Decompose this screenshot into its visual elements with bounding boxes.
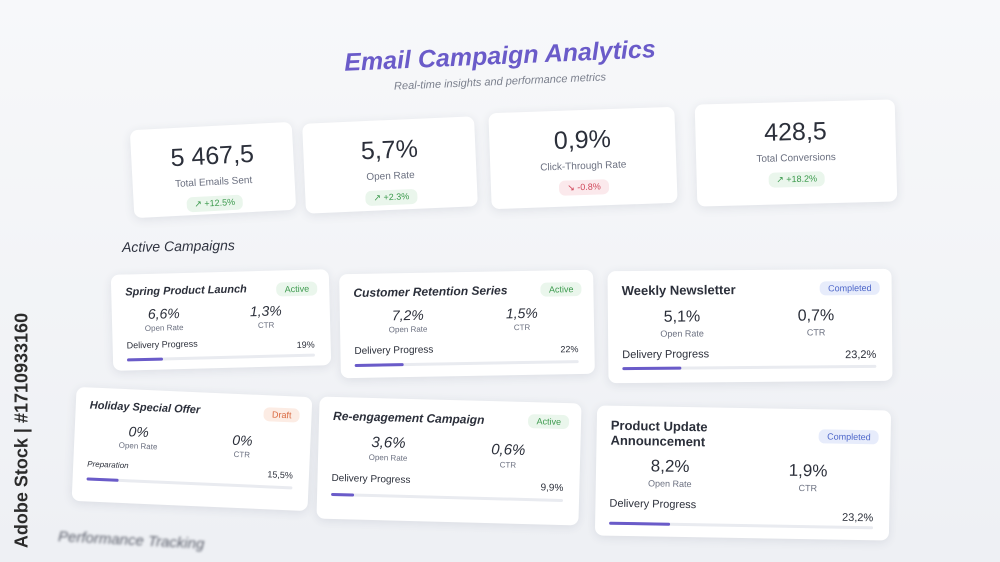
ctr-label: CTR	[499, 460, 517, 470]
progress-track	[354, 360, 579, 367]
progress-value: 23,2%	[845, 348, 877, 362]
progress-value: 22%	[560, 344, 579, 355]
status-badge: Active	[528, 414, 570, 430]
ctr-value: 1,3%	[249, 302, 282, 320]
open-rate-metric: 7,2% Open Rate	[368, 306, 448, 335]
open-rate-label: Open Rate	[118, 440, 158, 452]
ctr-metric: 0,6% CTR	[468, 441, 549, 471]
open-rate-value: 5,1%	[663, 308, 701, 326]
open-rate-label: Open Rate	[144, 322, 184, 333]
progress-fill	[126, 357, 163, 362]
status-badge: Draft	[263, 407, 300, 423]
open-rate-value: 0%	[128, 423, 150, 441]
section-title-performance-tracking: Performance Tracking	[57, 528, 205, 553]
progress-value: 9,9%	[540, 482, 564, 495]
ctr-metric: 0% CTR	[202, 430, 283, 460]
kpi-change-badge: ↘ -0.8%	[559, 179, 610, 196]
progress-track	[331, 492, 564, 502]
ctr-label: CTR	[798, 482, 818, 494]
ctr-value: 0,6%	[490, 441, 526, 459]
progress-label: Delivery Progress	[622, 348, 710, 362]
kpi-change-badge: ↗ +2.3%	[365, 188, 418, 207]
progress-label: Delivery Progress	[354, 344, 434, 357]
kpi-label: Click-Through Rate	[540, 159, 627, 174]
section-title-active-campaigns: Active Campaigns	[121, 237, 235, 255]
campaign-name: Re-engagement Campaign	[332, 408, 485, 427]
campaign-card[interactable]: Customer Retention Series Active 7,2% Op…	[339, 269, 595, 379]
watermark-text: Adobe Stock | #1710933160	[11, 312, 32, 549]
open-rate-label: Open Rate	[647, 478, 692, 490]
open-rate-metric: 6,6% Open Rate	[124, 304, 205, 333]
open-rate-metric: 0% Open Rate	[98, 422, 179, 452]
campaign-card[interactable]: Re-engagement Campaign Active 3,6% Open …	[316, 396, 582, 526]
ctr-label: CTR	[513, 322, 531, 333]
progress-value: 23,2%	[841, 511, 874, 525]
ctr-value: 0,7%	[797, 307, 835, 325]
open-rate-value: 3,6%	[371, 433, 406, 452]
progress-fill	[354, 363, 404, 367]
progress-track	[609, 521, 874, 530]
progress-label: Delivery Progress	[609, 497, 697, 512]
open-rate-value: 7,2%	[391, 306, 424, 324]
progress-value: 15,5%	[267, 469, 294, 481]
campaign-name: Holiday Special Offer	[89, 399, 201, 417]
campaign-name: Product Update Announcement	[610, 417, 708, 450]
kpi-card-open-rate[interactable]: 5,7% Open Rate ↗ +2.3%	[302, 116, 478, 214]
ctr-value: 0%	[231, 431, 253, 449]
ctr-metric: 1,3% CTR	[226, 302, 307, 331]
kpi-card-ctr[interactable]: 0,9% Click-Through Rate ↘ -0.8%	[488, 106, 678, 210]
stock-watermark: Adobe Stock | #1710933160	[2, 313, 42, 550]
open-rate-value: 8,2%	[650, 456, 690, 477]
open-rate-metric: 3,6% Open Rate	[348, 433, 429, 463]
campaign-card[interactable]: Weekly Newsletter Completed 5,1% Open Ra…	[607, 268, 893, 384]
ctr-value: 1,9%	[788, 460, 828, 481]
campaign-name: Weekly Newsletter	[621, 282, 736, 299]
progress-fill	[622, 366, 682, 371]
progress-label: Delivery Progress	[126, 338, 198, 351]
progress-track	[86, 477, 293, 490]
ctr-metric: 0,7% CTR	[776, 307, 856, 338]
open-rate-value: 6,6%	[147, 305, 180, 322]
kpi-value: 5,7%	[360, 134, 419, 166]
progress-track	[126, 353, 315, 362]
campaign-card[interactable]: Holiday Special Offer Draft 0% Open Rate…	[71, 386, 313, 512]
progress-value: 19%	[296, 339, 315, 351]
kpi-change-badge: ↗ +18.2%	[768, 171, 826, 188]
kpi-label: Total Conversions	[756, 151, 837, 166]
ctr-value: 1,5%	[505, 304, 538, 322]
progress-label: Preparation	[87, 459, 129, 471]
ctr-metric: 1,9% CTR	[768, 460, 849, 493]
campaign-card[interactable]: Spring Product Launch Active 6,6% Open R…	[110, 269, 332, 371]
progress-label: Delivery Progress	[331, 472, 411, 486]
open-rate-label: Open Rate	[368, 452, 408, 463]
status-badge: Completed	[820, 280, 880, 296]
status-badge: Active	[276, 281, 318, 297]
open-rate-metric: 5,1% Open Rate	[642, 308, 722, 339]
open-rate-label: Open Rate	[388, 324, 428, 335]
kpi-value: 428,5	[763, 117, 828, 147]
campaign-name: Spring Product Launch	[125, 283, 247, 299]
kpi-value: 0,9%	[553, 125, 612, 155]
status-badge: Completed	[818, 429, 879, 445]
open-rate-label: Open Rate	[660, 328, 704, 339]
kpi-card-emails-sent[interactable]: 5 467,5 Total Emails Sent ↗ +12.5%	[129, 121, 297, 219]
kpi-label: Total Emails Sent	[174, 174, 253, 190]
ctr-label: CTR	[257, 320, 275, 331]
campaign-card[interactable]: Product Update Announcement Completed 8,…	[594, 405, 892, 541]
kpi-label: Open Rate	[366, 169, 415, 184]
progress-track	[622, 364, 877, 371]
campaign-name: Customer Retention Series	[353, 283, 508, 300]
open-rate-metric: 8,2% Open Rate	[630, 456, 711, 489]
kpi-change-badge: ↗ +12.5%	[185, 194, 244, 213]
progress-fill	[86, 477, 119, 482]
kpi-value: 5 467,5	[169, 139, 255, 173]
ctr-label: CTR	[806, 327, 826, 338]
ctr-metric: 1,5% CTR	[482, 304, 562, 332]
ctr-label: CTR	[233, 449, 251, 460]
progress-fill	[609, 521, 671, 526]
kpi-card-conversions[interactable]: 428,5 Total Conversions ↗ +18.2%	[694, 99, 898, 207]
progress-fill	[331, 492, 355, 497]
status-badge: Active	[540, 281, 582, 297]
